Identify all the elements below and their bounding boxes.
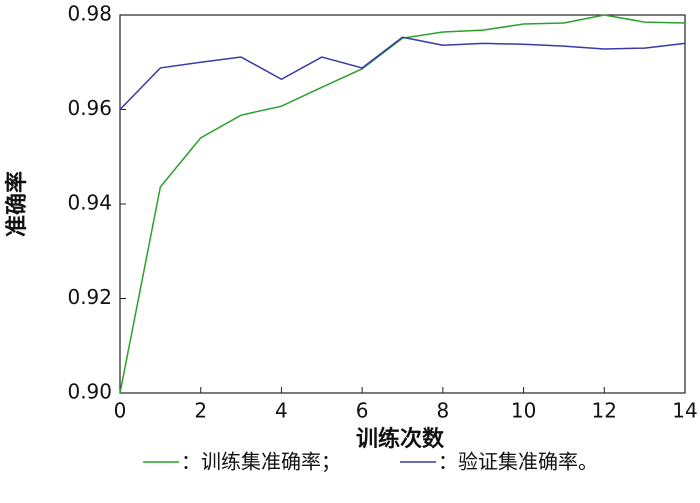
x-axis-label: 训练次数 — [356, 426, 445, 452]
y-tick-label: 0.90 — [67, 380, 112, 404]
x-tick-label: 2 — [194, 399, 207, 423]
x-tick-label: 10 — [511, 399, 536, 423]
y-tick-label: 0.92 — [67, 285, 112, 309]
y-tick-label: 0.94 — [67, 191, 112, 215]
x-tick-label: 14 — [672, 399, 697, 423]
x-tick-label: 8 — [436, 399, 449, 423]
y-axis-label: 准确率 — [4, 171, 30, 237]
plot-frame — [119, 14, 686, 394]
legend-label: ：训练集准确率； — [181, 450, 341, 474]
legend-label: ：验证集准确率。 — [438, 450, 598, 474]
x-tick-label: 4 — [275, 399, 288, 423]
series-line — [119, 14, 686, 394]
y-tick-label: 0.98 — [67, 2, 112, 26]
y-tick-label: 0.96 — [67, 96, 112, 120]
x-tick-label: 0 — [114, 399, 127, 423]
series-line — [119, 36, 686, 111]
x-tick-label: 6 — [356, 399, 369, 423]
x-tick-label: 12 — [592, 399, 617, 423]
